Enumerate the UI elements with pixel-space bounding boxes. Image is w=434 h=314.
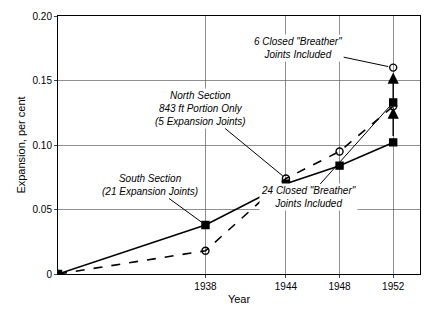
svg-text:1944: 1944: [275, 281, 298, 292]
svg-text:24 Closed "Breather"Joints Inc: 24 Closed "Breather"Joints Included: [261, 185, 356, 209]
svg-text:0.05: 0.05: [33, 204, 53, 215]
svg-text:North Section843 ft Portion On: North Section843 ft Portion Only(5 Expan…: [155, 90, 246, 127]
svg-text:0.20: 0.20: [33, 11, 53, 22]
svg-text:0: 0: [46, 269, 52, 280]
svg-text:Year: Year: [228, 293, 251, 305]
svg-text:0.15: 0.15: [33, 75, 53, 86]
svg-text:6 Closed "Breather"Joints Incl: 6 Closed "Breather"Joints Included: [254, 36, 342, 60]
svg-text:Expansion, per cent: Expansion, per cent: [15, 96, 27, 193]
svg-text:South Section(21 Expansion Joi: South Section(21 Expansion Joints): [102, 173, 198, 197]
svg-text:1948: 1948: [328, 281, 351, 292]
svg-text:0.10: 0.10: [33, 140, 53, 151]
svg-text:1952: 1952: [382, 281, 405, 292]
svg-text:1938: 1938: [194, 281, 217, 292]
